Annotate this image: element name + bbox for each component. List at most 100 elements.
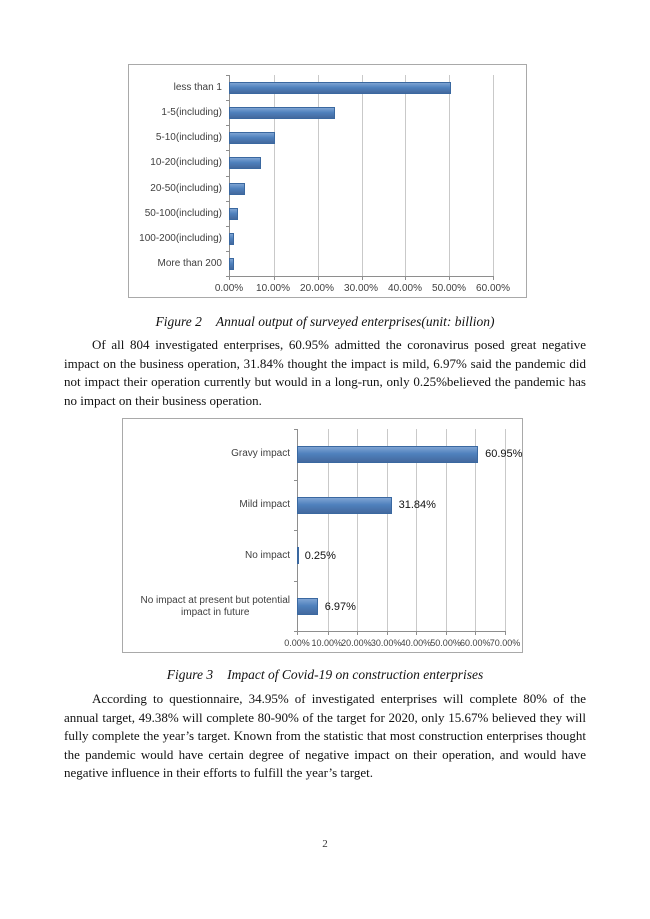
gridline xyxy=(327,429,329,635)
x-tick-label: 20.00% xyxy=(300,283,334,294)
bar xyxy=(229,258,234,271)
chart-row: 1-5(including) xyxy=(129,100,526,125)
figure2-title: Annual output of surveyed enterprises(un… xyxy=(215,314,495,329)
chart-row: 10-20(including) xyxy=(129,151,526,176)
data-label: 6.97% xyxy=(324,600,356,613)
bar-track xyxy=(229,100,493,125)
plot-grid xyxy=(294,429,506,635)
category-label-text: 50-100(including) xyxy=(144,207,222,219)
figure3-chart: Gravy impact 60.95% Mild impact 31.84% No im… xyxy=(122,418,523,653)
x-tick-label: 70.00% xyxy=(489,638,521,648)
paragraph-target-summary: According to questionnaire, 34.95% of in… xyxy=(64,691,586,780)
category-label: 5-10(including) xyxy=(129,132,229,144)
bar-track xyxy=(229,75,493,100)
gridline xyxy=(317,75,319,280)
x-tick-label: 50.00% xyxy=(430,638,461,648)
gridline xyxy=(405,75,407,280)
x-tick-label: 0.00% xyxy=(284,638,310,648)
chart-row: 50-100(including) xyxy=(129,201,526,226)
chart-row: 5-10(including) xyxy=(129,126,526,151)
x-tick-label: 60.00% xyxy=(460,638,491,648)
x-tick-label: 0.00% xyxy=(214,283,244,294)
category-axis-tick xyxy=(294,631,298,632)
figure2-caption: Figure 2 Annual output of surveyed enterp… xyxy=(64,314,586,330)
category-label: More than 200 xyxy=(129,258,229,270)
category-label-text: 5-10(including) xyxy=(155,132,222,144)
bar xyxy=(297,547,299,565)
plot-grid xyxy=(226,75,494,280)
chart-row: No impact 0.25% xyxy=(123,531,522,582)
figure3-plot-area: Gravy impact 60.95% Mild impact 31.84% No im… xyxy=(123,429,522,635)
category-label-text: 1-5(including) xyxy=(161,106,222,118)
category-axis-tick xyxy=(226,175,230,177)
x-tick-label: 40.00% xyxy=(400,638,432,648)
bar xyxy=(229,182,246,195)
category-label: No impact xyxy=(123,550,297,562)
chart-row: Mild impact 31.84% xyxy=(123,480,522,531)
figure3-label: Figure 3 xyxy=(166,667,214,682)
figure2-plot-area: less than 1 1-5(including) 5-10(including)… xyxy=(129,75,526,280)
x-tick-label: 10.00% xyxy=(311,638,342,648)
figure2-chart: less than 1 1-5(including) 5-10(including)… xyxy=(128,64,527,298)
figure3-x-axis: 0.00% 10.00% 20.00% 30.00% 40.00% 50.00% 60.00… xyxy=(284,632,520,652)
x-tick-label: 60.00% xyxy=(476,283,510,294)
gridline xyxy=(416,429,418,635)
category-label: Gravy impact xyxy=(123,448,297,460)
category-axis-tick xyxy=(294,429,298,430)
category-label-text: 10-20(including) xyxy=(150,157,222,169)
bar xyxy=(297,496,392,514)
category-label: 100-200(including) xyxy=(129,233,229,245)
category-label-text: less than 1 xyxy=(173,81,222,93)
bar-track: 6.97% xyxy=(297,581,505,632)
category-axis-tick xyxy=(226,200,230,202)
data-label: 0.25% xyxy=(304,549,336,562)
x-tick-label: 10.00% xyxy=(256,283,290,294)
gridline xyxy=(357,429,359,635)
bar-track xyxy=(229,201,493,226)
category-axis-tick xyxy=(226,150,230,152)
bar-rows: less than 1 1-5(including) 5-10(including)… xyxy=(129,75,526,277)
category-axis-tick xyxy=(226,75,230,76)
category-axis-tick xyxy=(226,276,230,277)
gridline xyxy=(475,429,477,635)
bar-track: 0.25% xyxy=(297,531,505,582)
category-label: 10-20(including) xyxy=(129,157,229,169)
chart-row: 100-200(including) xyxy=(129,227,526,252)
category-label: less than 1 xyxy=(129,82,229,94)
bar xyxy=(229,81,452,94)
category-axis-tick xyxy=(226,250,230,252)
category-axis-tick xyxy=(226,125,230,127)
chart-row: Gravy impact 60.95% xyxy=(123,429,522,480)
category-axis-tick xyxy=(226,100,230,102)
category-label-text: 100-200(including) xyxy=(139,233,222,245)
bar xyxy=(229,106,335,119)
figure2-label: Figure 2 xyxy=(155,314,202,329)
x-tick-label: 20.00% xyxy=(341,638,372,648)
bar-track xyxy=(229,176,493,201)
category-label: 20-50(including) xyxy=(129,183,229,195)
category-label: Mild impact xyxy=(123,499,297,511)
category-label: 50-100(including) xyxy=(129,208,229,220)
x-tick-label: 30.00% xyxy=(370,638,402,648)
x-tick-label: 30.00% xyxy=(344,283,378,294)
gridline xyxy=(445,429,447,635)
category-label: No impact at present but potential impac… xyxy=(123,595,297,619)
figure2-x-axis: 0.00% 10.00% 20.00% 30.00% 40.00% 50.00% 60.00… xyxy=(215,277,510,297)
chart-row: less than 1 xyxy=(129,75,526,100)
bar xyxy=(229,132,276,145)
gridline xyxy=(493,75,494,280)
chart-row: No impact at present but potential impac… xyxy=(123,581,522,632)
gridline xyxy=(505,429,506,635)
figure3-caption: Figure 3 Impact of Covid-19 on constructi… xyxy=(64,667,586,683)
category-label-text: No impact at present but potential impac… xyxy=(140,594,290,618)
x-tick-label: 50.00% xyxy=(432,283,466,294)
gridline xyxy=(273,75,275,280)
x-tick-label: 40.00% xyxy=(388,283,422,294)
category-label-text: Gravy impact xyxy=(231,448,290,460)
bar-track xyxy=(229,126,493,151)
gridline xyxy=(449,75,451,280)
gridline xyxy=(386,429,388,635)
bar xyxy=(297,445,479,463)
category-label-text: 20-50(including) xyxy=(150,182,222,194)
